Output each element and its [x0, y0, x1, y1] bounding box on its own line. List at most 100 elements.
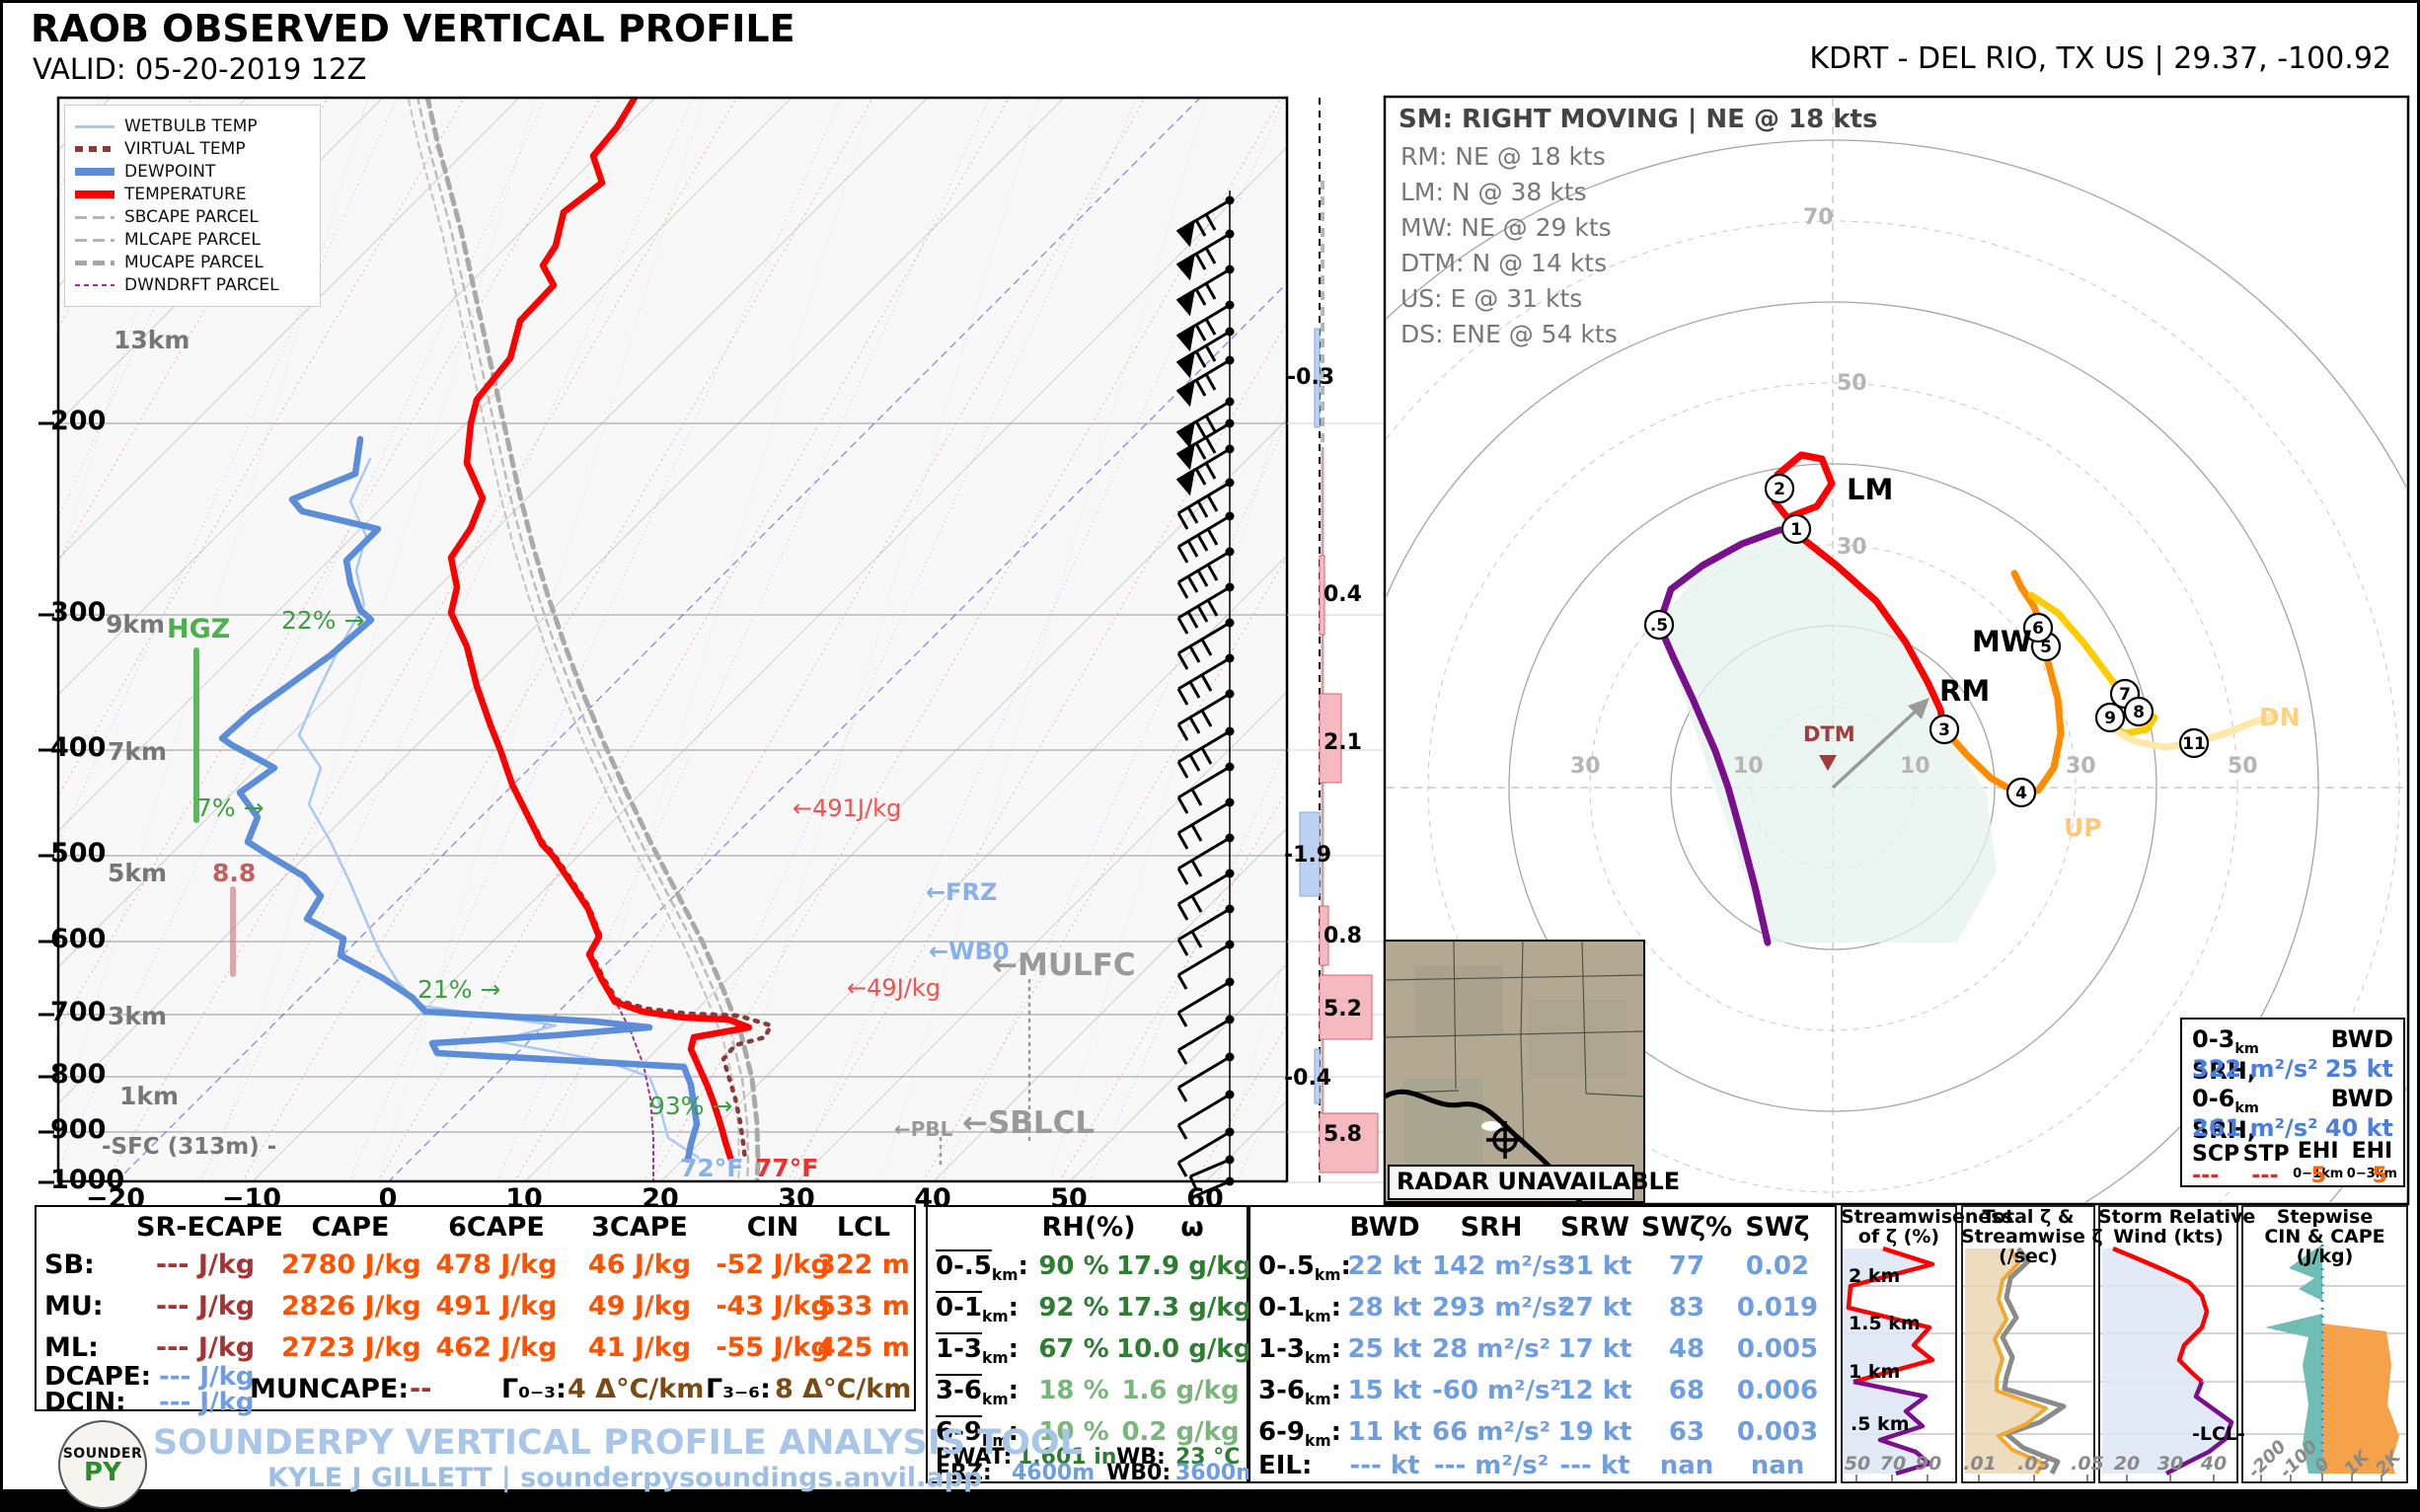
- srh-header: SRH: [1460, 1212, 1523, 1243]
- ring-label-top-50: 50: [1837, 371, 1867, 396]
- storm-motion-us: US: E @ 31 kts: [1400, 284, 1583, 313]
- shear-val: 31 kt: [1557, 1251, 1632, 1281]
- ring-label-left-30: 30: [1570, 754, 1601, 779]
- srw-tick: 40: [2200, 1453, 2228, 1474]
- total-zeta-panel: [1961, 1205, 2095, 1483]
- pressure-label-1000: 1000: [50, 1165, 125, 1195]
- sb-6cape: 478 J/kg: [435, 1249, 558, 1280]
- hodograph-panel-border: [1383, 95, 2410, 1206]
- sb-srecape: --- J/kg: [155, 1249, 256, 1280]
- stp-value: ---: [2251, 1164, 2279, 1188]
- page-title: RAOB OBSERVED VERTICAL PROFILE: [31, 7, 795, 50]
- wetbulb-swatch: [75, 124, 114, 128]
- footer-brand: SOUNDERPY VERTICAL PROFILE ANALYSIS TOOL: [153, 1423, 1082, 1463]
- hodo-trace-0-1km: [1655, 525, 1800, 946]
- mu-3cape: 49 J/kg: [587, 1291, 692, 1322]
- lcl-marker-label: -LCL-: [2192, 1423, 2245, 1445]
- shear-val: nan: [1750, 1451, 1805, 1480]
- pbl-label: ←PBL: [894, 1117, 953, 1141]
- row-label-sb: SB:: [44, 1249, 95, 1280]
- height-label-13km: 13km: [113, 326, 190, 354]
- hodo-trace-3-6km: [1940, 569, 2065, 796]
- hodo-height-markers: .5 1 2 3 4 56 789 11: [1643, 473, 2210, 808]
- hodo-marker-label: .5: [1650, 616, 1668, 636]
- swz-header: SWζ: [1745, 1212, 1810, 1243]
- swzp-header: SWζ%: [1640, 1212, 1733, 1243]
- lm-label: LM: [1847, 473, 1894, 506]
- sblcl-label: ←SBLCL: [962, 1105, 1096, 1141]
- dewpoint-swatch: [75, 168, 114, 176]
- mulfc-label: ←MULFC: [992, 947, 1136, 983]
- bwd-0-6-label: BWD: [2330, 1085, 2393, 1112]
- shear-val: 22 kt: [1347, 1251, 1422, 1281]
- hodo-marker-label: 7: [2119, 685, 2131, 705]
- rh-9km-label: 22% →: [281, 606, 365, 635]
- lapse-3-6-value: 8 Δ°C/km: [775, 1374, 912, 1404]
- ring-label-right-50: 50: [2228, 754, 2258, 779]
- shear-val: 0.02: [1745, 1251, 1810, 1281]
- total-zeta-curve: [2000, 1247, 2067, 1475]
- rh-row-label: 1-3km:: [936, 1334, 1020, 1368]
- shear-val: --- kt: [1349, 1451, 1420, 1480]
- col-header-6cape: 6CAPE: [448, 1212, 545, 1243]
- shear-val: 0.019: [1736, 1293, 1819, 1323]
- legend-label: MLCAPE PARCEL: [124, 230, 261, 250]
- row-label-ml: ML:: [44, 1332, 99, 1363]
- ring-label-top-70: 70: [1803, 205, 1834, 230]
- height-label-7km: 7km: [108, 737, 168, 766]
- srh-0-3-value: 322 m²/s²: [2192, 1055, 2318, 1083]
- sb-lcl: 322 m: [817, 1249, 910, 1280]
- stepwise-panel: [2241, 1205, 2408, 1483]
- omega-value: -0.4: [1284, 1066, 1332, 1091]
- mu-6cape: 491 J/kg: [435, 1291, 558, 1322]
- ehi-01-value: 5: [2310, 1164, 2326, 1188]
- stepwise-cin-fill: [2289, 1245, 2322, 1301]
- dcape-value: --- J/kg: [159, 1362, 255, 1392]
- frz-label: ←FRZ: [926, 878, 998, 906]
- radar-inset: [1383, 940, 1645, 1204]
- storm-motion-lm: LM: N @ 38 kts: [1400, 178, 1587, 206]
- logo-text-sounder: SOUNDER: [62, 1446, 143, 1462]
- sw-tick: 50: [1844, 1453, 1871, 1474]
- sounderpy-logo: SOUNDER PY: [58, 1420, 147, 1509]
- shear-val: 77: [1668, 1251, 1705, 1281]
- shear-row-label: 0-1km:: [1258, 1293, 1342, 1326]
- dn-label: DN: [2259, 703, 2301, 731]
- rh-header: RH(%): [1041, 1212, 1136, 1243]
- height-label-9km: 9km: [106, 610, 166, 639]
- shear-row-label: 6-9km:: [1258, 1417, 1342, 1451]
- shear-val: 0.003: [1736, 1417, 1819, 1447]
- bwd-header: BWD: [1349, 1212, 1420, 1243]
- shear-val: 25 kt: [1347, 1334, 1422, 1364]
- height-1km-label: 1 km: [1849, 1361, 1901, 1383]
- footer-credit[interactable]: KYLE J GILLETT | sounderpysoundings.anvi…: [267, 1463, 983, 1493]
- srw-curve-upper: [2112, 1246, 2210, 1384]
- shear-val: 68: [1668, 1376, 1705, 1405]
- ring-label-right-30: 30: [2066, 754, 2096, 779]
- virtualtemp-swatch: [75, 146, 114, 152]
- shear-box: [1248, 1205, 1837, 1483]
- stp-label: STP: [2242, 1142, 2290, 1167]
- hodo-marker-label: 6: [2032, 619, 2044, 639]
- omega-value: -0.3: [1287, 365, 1335, 390]
- col-header-srecape: SR-ECAPE: [136, 1212, 283, 1243]
- mixr-value: 0.2 g/kg: [1121, 1417, 1240, 1447]
- legend-label: WETBULB TEMP: [124, 116, 258, 136]
- rh-7km-label: 7% →: [196, 794, 265, 822]
- height-1_5km-label: 1.5 km: [1849, 1313, 1921, 1334]
- height-label-5km: 5km: [108, 859, 168, 887]
- sbcape-parcel-line: [408, 99, 740, 1181]
- omega-header: ω: [1180, 1212, 1204, 1243]
- skewt-legend: WETBULB TEMP VIRTUAL TEMP DEWPOINT TEMPE…: [64, 105, 321, 307]
- srw-tick: 20: [2113, 1453, 2141, 1474]
- pressure-label-700: 700: [50, 997, 107, 1027]
- pressure-label-200: 200: [50, 406, 107, 436]
- mu-srecape: --- J/kg: [155, 1291, 256, 1322]
- col-header-cin: CIN: [746, 1212, 799, 1243]
- hodo-marker-label: 4: [2015, 784, 2027, 803]
- sw-tick: 90: [1915, 1453, 1942, 1474]
- sw-tick: 70: [1879, 1453, 1907, 1474]
- rm-label: RM: [1939, 674, 1991, 708]
- omega-value: 0.4: [1323, 582, 1362, 607]
